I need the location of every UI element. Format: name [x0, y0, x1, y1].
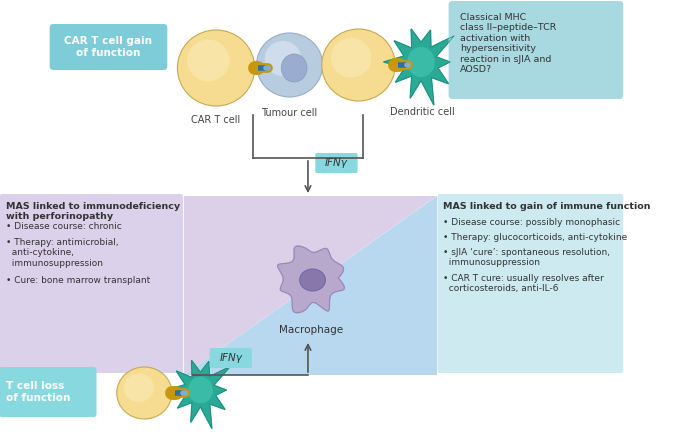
FancyBboxPatch shape — [437, 194, 623, 373]
Text: Classical MHC
class II–peptide–TCR
activation with
hypersensitivity
reaction in : Classical MHC class II–peptide–TCR activ… — [460, 13, 556, 74]
FancyBboxPatch shape — [0, 194, 183, 373]
Ellipse shape — [257, 33, 323, 97]
Polygon shape — [278, 246, 344, 313]
Text: Dendritic cell: Dendritic cell — [390, 107, 455, 117]
Circle shape — [188, 376, 213, 404]
Ellipse shape — [177, 30, 255, 106]
FancyBboxPatch shape — [449, 1, 623, 99]
Text: • Therapy: glucocorticoids, anti-cytokine: • Therapy: glucocorticoids, anti-cytokin… — [443, 233, 627, 242]
Ellipse shape — [299, 269, 325, 291]
Ellipse shape — [124, 373, 154, 402]
Text: CAR T cell gain
of function: CAR T cell gain of function — [65, 36, 153, 58]
Text: IFNγ: IFNγ — [325, 158, 348, 168]
Circle shape — [407, 47, 435, 77]
Text: • Therapy: antimicrobial,
  anti-cytokine,
  immunosuppression: • Therapy: antimicrobial, anti-cytokine,… — [5, 238, 118, 268]
Polygon shape — [384, 29, 454, 105]
FancyBboxPatch shape — [0, 367, 96, 417]
Ellipse shape — [117, 367, 172, 419]
Circle shape — [281, 54, 307, 82]
Ellipse shape — [265, 41, 301, 76]
Text: MAS linked to immunodeficiency
with perforinopathy: MAS linked to immunodeficiency with perf… — [5, 202, 180, 221]
Text: • CAR T cure: usually resolves after
  corticosteroids, anti-IL-6: • CAR T cure: usually resolves after cor… — [443, 274, 604, 293]
Text: MAS linked to gain of immune function: MAS linked to gain of immune function — [443, 202, 650, 211]
Text: T cell loss
of function: T cell loss of function — [6, 381, 71, 403]
Text: Tumour cell: Tumour cell — [261, 108, 318, 118]
Ellipse shape — [187, 40, 230, 81]
FancyBboxPatch shape — [315, 153, 358, 173]
Polygon shape — [167, 360, 230, 429]
Text: IFNγ: IFNγ — [219, 353, 242, 363]
Polygon shape — [184, 196, 437, 375]
FancyBboxPatch shape — [50, 24, 167, 70]
Text: • Disease course: possibly monophasic: • Disease course: possibly monophasic — [443, 218, 620, 227]
Text: • sJIA ‘cure’: spontaneous resolution,
  immunosuppression: • sJIA ‘cure’: spontaneous resolution, i… — [443, 248, 610, 268]
Ellipse shape — [322, 29, 395, 101]
Text: • Disease course: chronic: • Disease course: chronic — [5, 222, 122, 231]
Text: CAR T cell: CAR T cell — [191, 115, 240, 125]
FancyBboxPatch shape — [210, 348, 252, 368]
Ellipse shape — [331, 38, 371, 78]
Text: • Cure: bone marrow transplant: • Cure: bone marrow transplant — [5, 276, 150, 285]
Text: Macrophage: Macrophage — [278, 325, 343, 335]
Polygon shape — [184, 196, 437, 375]
